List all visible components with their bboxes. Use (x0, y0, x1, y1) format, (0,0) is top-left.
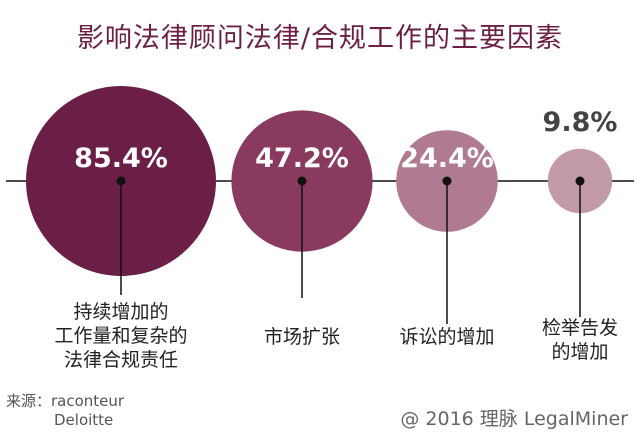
source-line-2: Deloitte (54, 411, 114, 429)
value-label-2: 47.2% (255, 143, 349, 174)
credit-text: @ 2016 理脉 LegalMiner (400, 408, 628, 430)
source-note: 来源：raconteur Deloitte (6, 392, 124, 430)
axis-dot-4 (575, 176, 585, 186)
value-label-3: 24.4% (400, 143, 494, 174)
category-label-1: 持续增加的 工作量和复杂的 法律合规责任 (54, 301, 188, 371)
category-label-3: 诉讼的增加 (399, 326, 495, 348)
category-label-2: 市场扩张 (263, 326, 340, 348)
value-label-4: 9.8% (543, 107, 618, 138)
axis-dot-3 (442, 176, 452, 186)
source-label: 来源： (6, 392, 52, 410)
value-label-1: 85.4% (74, 143, 168, 174)
source-line-1: raconteur (51, 392, 125, 410)
axis-dot-1 (116, 176, 126, 186)
axis-dot-2 (297, 176, 307, 186)
category-label-4: 检举告发 的增加 (541, 317, 618, 363)
chart-title: 影响法律顾问法律/合规工作的主要因素 (76, 23, 564, 54)
